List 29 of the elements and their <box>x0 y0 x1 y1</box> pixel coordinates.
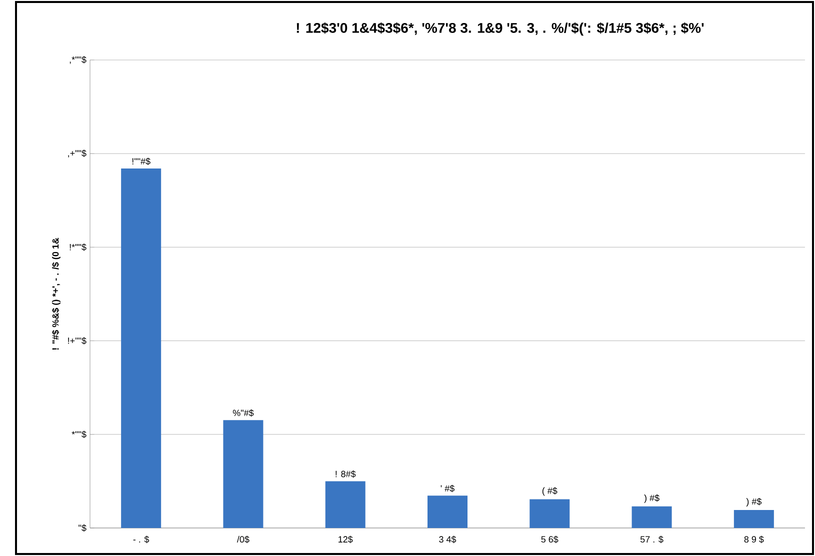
text: *""$ <box>72 430 86 438</box>
x-tick-label: 8 9 $ <box>744 536 764 544</box>
bar <box>428 496 468 528</box>
x-tick-label: 3 4$ <box>439 536 456 544</box>
bar <box>632 506 672 528</box>
text: ,+""$ <box>68 150 86 158</box>
annotation: ) #$ <box>746 498 762 506</box>
bar <box>530 499 570 528</box>
text: ,*""$ <box>70 56 86 64</box>
annotation: ) #$ <box>644 494 660 503</box>
bar <box>325 481 366 528</box>
y-axis-title: ! "#$ %&$ () *+', - . /$ (0 1& <box>52 238 60 350</box>
chart-title: ! 12$3'0 1&4$3$6*, '%7'8 3. 1&9 '5. 3, . %/'$(': $/1#5 3$6*, ; $%' <box>296 22 704 36</box>
text: "$ <box>78 524 86 532</box>
annotation: ! 8#$ <box>336 470 356 478</box>
x-tick-label: 57 . $ <box>640 536 664 544</box>
x-tick-label: 12$ <box>338 536 353 544</box>
bar <box>223 420 264 528</box>
text: !*""$ <box>70 244 86 251</box>
bar <box>121 168 162 528</box>
bar <box>734 510 774 528</box>
annotation: ' #$ <box>440 484 454 492</box>
x-tick-label: - . $ <box>133 536 150 544</box>
annotation: %"#$ <box>232 409 254 417</box>
x-tick-label: 5 6$ <box>541 536 558 544</box>
text: !+""$ <box>68 337 86 344</box>
annotation: ( #$ <box>542 487 558 496</box>
x-tick-label: /0$ <box>236 536 250 544</box>
text: !""#$ <box>132 158 150 166</box>
